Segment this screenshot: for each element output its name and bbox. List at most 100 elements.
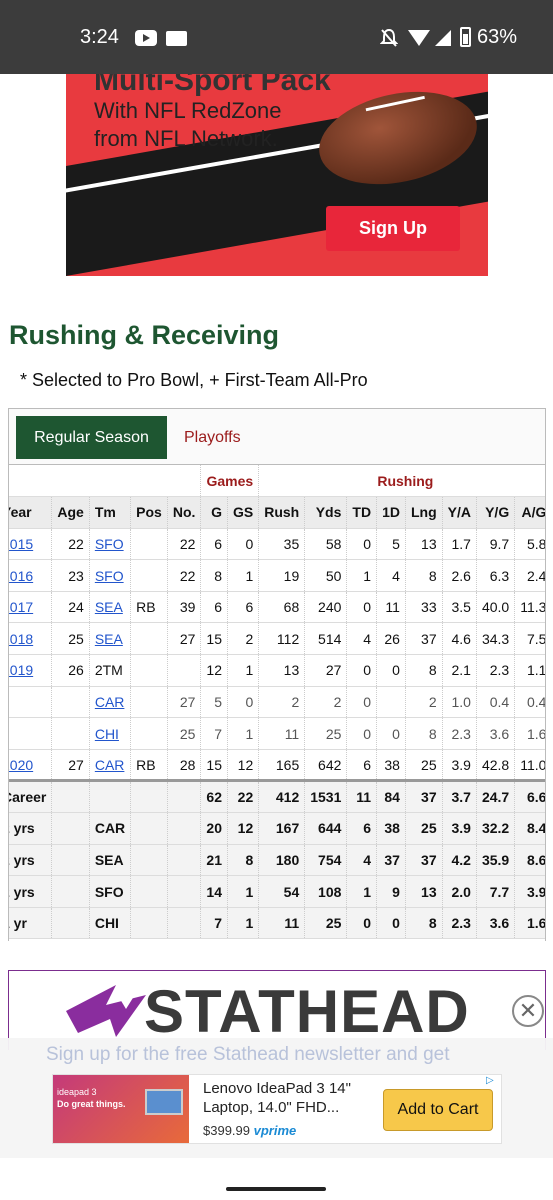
col-header-a-g[interactable]: A/G [514, 496, 545, 529]
cell-yg: 6.3 [476, 559, 516, 592]
cell-rush: 165 [258, 749, 306, 782]
total-cell-tm: SFO [89, 875, 132, 908]
cell-ag: 2.4 [514, 559, 545, 592]
cell-fd: 26 [376, 622, 406, 656]
home-indicator[interactable] [226, 1187, 326, 1191]
add-to-cart-button[interactable]: Add to Cart [383, 1089, 493, 1131]
total-cell-pos [130, 907, 168, 940]
cell-ya: 3.9 [442, 749, 477, 782]
col-header-rush[interactable]: Rush [258, 496, 306, 529]
cell-td: 0 [346, 528, 378, 561]
year-link[interactable]: 2016 [9, 567, 34, 584]
col-header-1d[interactable]: 1D [376, 496, 406, 529]
table-row: CHI 25 7 1 11 25 0 0 8 2.3 3.6 1.6 [9, 717, 545, 750]
cell-g: 6 [200, 528, 228, 561]
col-header-age[interactable]: Age [51, 496, 90, 529]
year-link[interactable]: 2015 [9, 535, 34, 552]
tab-playoffs[interactable]: Playoffs [184, 429, 241, 446]
col-header-tm[interactable]: Tm [89, 496, 132, 529]
col-header-g[interactable]: G [200, 496, 228, 529]
team-link[interactable]: SEA [94, 599, 123, 616]
cell-rush: 19 [258, 559, 306, 592]
stathead-banner[interactable]: STATHEAD [8, 970, 546, 1050]
total-cell-yds: 644 [304, 812, 348, 845]
ad-product-title[interactable]: Lenovo IdeaPad 3 14" Laptop, 14.0" FHD..… [203, 1079, 351, 1117]
cell-lng: 8 [405, 717, 443, 750]
col-header-y-g[interactable]: Y/G [476, 496, 516, 529]
total-cell-age [51, 875, 90, 908]
cell-pos [130, 717, 168, 750]
close-icon[interactable]: ✕ [512, 995, 544, 1027]
cell-no: 22 [167, 528, 202, 561]
nfl-redzone-ad[interactable]: Multi-Sport Pack With NFL RedZone from N… [66, 74, 488, 276]
cell-yg: 34.3 [476, 622, 516, 656]
team-link[interactable]: CAR [94, 693, 125, 710]
stats-table-container[interactable]: Games Rushing YearAgeTmPosNo.GGSRushYdsT… [8, 465, 546, 941]
col-header-lng[interactable]: Lng [405, 496, 443, 529]
laptop-icon [145, 1089, 183, 1115]
total-cell-td: 0 [346, 907, 378, 940]
cell-tm: SEA [89, 591, 132, 624]
team-link[interactable]: CAR [94, 756, 125, 773]
bell-off-icon [380, 28, 398, 47]
cell-lng: 33 [405, 591, 443, 624]
ad-title-line-1: Lenovo IdeaPad 3 14" [203, 1080, 351, 1097]
total-cell-gs: 22 [227, 779, 260, 814]
cell-gs: 6 [227, 591, 260, 624]
ad-signup-button[interactable]: Sign Up [326, 206, 460, 251]
cell-age [51, 717, 90, 750]
cell-tm: CHI [89, 717, 132, 750]
cell-lng: 13 [405, 528, 443, 561]
team-link[interactable]: SFO [94, 535, 124, 552]
cell-lng: 8 [405, 559, 443, 592]
team-link[interactable]: CHI [94, 725, 119, 742]
ad-price-value: $399.99 [203, 1123, 250, 1138]
cell-yg: 3.6 [476, 717, 516, 750]
cell-yds: 240 [304, 591, 348, 624]
cell-fd: 5 [376, 528, 406, 561]
col-header-y-a[interactable]: Y/A [442, 496, 477, 529]
year-link[interactable]: 2020 [9, 756, 34, 773]
col-header-year[interactable]: Year [9, 496, 53, 529]
team-link[interactable]: SFO [94, 567, 124, 584]
total-cell-tm: CHI [89, 907, 132, 940]
battery-icon [460, 27, 471, 47]
col-header-gs[interactable]: GS [227, 496, 260, 529]
cell-yg: 9.7 [476, 528, 516, 561]
ad-image-brand: ideapad 3 [57, 1087, 97, 1097]
battery-percent: 63% [477, 26, 518, 48]
tab-regular-season[interactable]: Regular Season [16, 416, 167, 459]
cell-ya: 4.6 [442, 622, 477, 656]
adchoices-icon[interactable]: ▷ [486, 1075, 494, 1086]
cell-td: 0 [346, 717, 378, 750]
total-cell-yds: 25 [304, 907, 348, 940]
group-header-row: Games Rushing [9, 465, 545, 498]
col-header-yds[interactable]: Yds [304, 496, 348, 529]
total-cell-age [51, 907, 90, 940]
cell-tm: CAR [89, 686, 132, 719]
col-header-no-[interactable]: No. [167, 496, 202, 529]
lenovo-ad[interactable]: ideapad 3 Do great things. Lenovo IdeaPa… [52, 1074, 502, 1144]
col-header-pos[interactable]: Pos [130, 496, 168, 529]
cell-g: 5 [200, 686, 228, 719]
col-header-td[interactable]: TD [346, 496, 378, 529]
total-cell-td: 11 [346, 779, 378, 814]
cell-year: 2018 [9, 622, 53, 656]
cell-tm: SFO [89, 528, 132, 561]
year-link[interactable]: 2019 [9, 662, 34, 679]
youtube-icon [135, 30, 157, 46]
cell-yds: 50 [304, 559, 348, 592]
year-link[interactable]: 2018 [9, 630, 34, 647]
newsletter-text[interactable]: Sign up for the free Stathead newsletter… [46, 1044, 450, 1065]
year-link[interactable]: 2017 [9, 599, 34, 616]
team-link[interactable]: SEA [94, 630, 123, 647]
cell-lng: 37 [405, 622, 443, 656]
total-cell-ya: 3.7 [442, 779, 477, 814]
cell-rush: 68 [258, 591, 306, 624]
total-cell-pos [130, 875, 168, 908]
total-cell-lng: 13 [405, 875, 443, 908]
total-cell-ya: 4.2 [442, 844, 477, 877]
total-cell-ya: 2.3 [442, 907, 477, 940]
